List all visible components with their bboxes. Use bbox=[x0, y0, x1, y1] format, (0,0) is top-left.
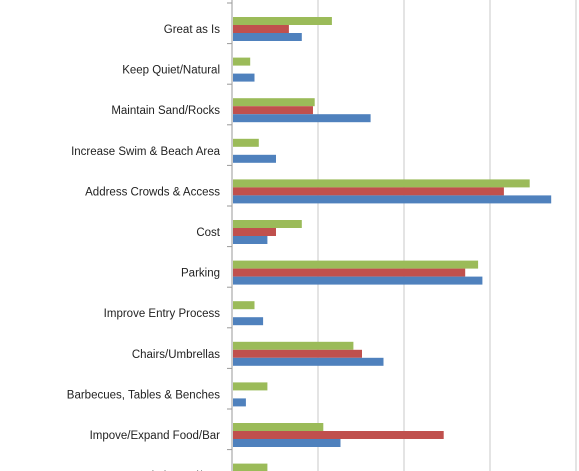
bar bbox=[233, 73, 255, 82]
gridlines bbox=[317, 0, 577, 471]
bar bbox=[233, 57, 251, 66]
category-labels: Great as Is Keep Quiet/Natural Maintain Sa… bbox=[67, 24, 221, 471]
bar bbox=[233, 341, 354, 350]
bar bbox=[233, 398, 246, 407]
bar bbox=[233, 154, 276, 163]
bar bbox=[233, 187, 504, 196]
bar bbox=[233, 276, 483, 285]
bar bbox=[233, 357, 384, 366]
bar bbox=[233, 260, 479, 269]
bar bbox=[233, 236, 268, 244]
bar bbox=[233, 33, 302, 41]
bar bbox=[233, 268, 466, 277]
bar bbox=[233, 439, 341, 447]
bar bbox=[233, 423, 324, 431]
bars bbox=[233, 17, 552, 471]
category-label: Maintain Sand/Rocks bbox=[111, 105, 220, 117]
category-label: Chairs/Umbrellas bbox=[132, 349, 220, 361]
category-label: Barbecues, Tables & Benches bbox=[67, 389, 220, 401]
bar bbox=[233, 98, 315, 107]
bar bbox=[233, 463, 268, 471]
bar bbox=[233, 195, 552, 204]
bar bbox=[233, 220, 302, 228]
bar bbox=[233, 179, 530, 188]
category-label: Cost bbox=[196, 227, 220, 239]
bar bbox=[233, 138, 259, 147]
bar bbox=[233, 317, 264, 326]
bar bbox=[233, 431, 444, 439]
category-label: Great as Is bbox=[164, 24, 220, 36]
category-label: Improve Entry Process bbox=[104, 308, 221, 320]
bar bbox=[233, 382, 268, 391]
category-axis bbox=[227, 0, 233, 471]
bar bbox=[233, 17, 332, 25]
category-label: Parking bbox=[181, 268, 220, 280]
bar bbox=[233, 25, 289, 33]
category-label: Impove/Expand Food/Bar bbox=[90, 430, 221, 442]
bar bbox=[233, 228, 276, 236]
bar bbox=[233, 114, 371, 123]
category-label: Address Crowds & Access bbox=[85, 186, 220, 198]
bar bbox=[233, 301, 255, 310]
category-label: Increase Swim & Beach Area bbox=[71, 146, 221, 158]
category-label: Keep Quiet/Natural bbox=[122, 65, 220, 77]
bar bbox=[233, 349, 362, 358]
bar bbox=[233, 106, 313, 115]
